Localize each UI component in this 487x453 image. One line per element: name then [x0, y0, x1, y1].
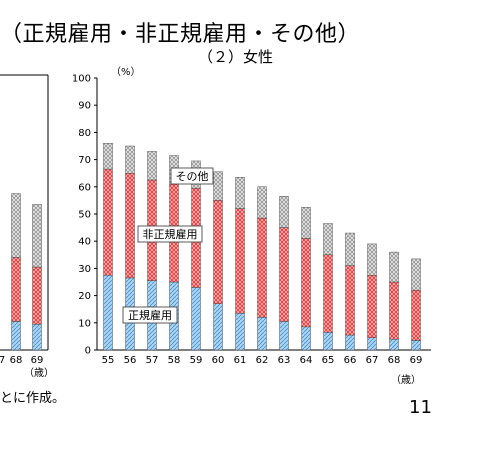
bar-regular-segment	[213, 303, 223, 351]
x-tick-label: 60	[212, 355, 225, 366]
bar-nonregular-segment	[389, 281, 399, 340]
bar-other-segment	[235, 177, 245, 209]
x-tick-label: 67	[366, 355, 379, 366]
page-number: 11	[409, 397, 432, 418]
bar-other-segment	[411, 258, 421, 291]
bar-nonregular-segment	[213, 200, 223, 304]
bar-nonregular-segment	[257, 217, 267, 318]
bar-nonregular-segment	[367, 275, 377, 338]
bar-other-segment	[301, 206, 311, 239]
y-tick-label: 90	[78, 101, 91, 112]
bar-other-segment	[389, 251, 399, 283]
annotation-label: 非正規雇用	[143, 227, 198, 241]
chart-axes: 0 10 20 30 40 50 60 70 80 90 100 55 56 57 58 59 60 61 62 63…	[72, 74, 431, 366]
y-tick-label: 20	[78, 291, 91, 302]
x-tick-label: 56	[124, 355, 137, 366]
bar-regular-segment	[389, 338, 399, 351]
y-tick-label: 30	[78, 264, 91, 275]
y-tick-label: 40	[78, 237, 91, 248]
y-tick-label: 50	[78, 210, 91, 221]
x-tick-label: 55	[102, 355, 115, 366]
y-tick-label: 100	[72, 74, 91, 85]
x-tick-label: 57	[146, 355, 159, 366]
bar-nonregular-segment	[345, 265, 355, 336]
bar-nonregular-segment	[301, 238, 311, 328]
bar-regular-segment	[235, 313, 245, 351]
y-tick-label: 60	[78, 182, 91, 193]
annotation-label: 正規雇用	[128, 308, 172, 322]
x-tick-label: 62	[256, 355, 269, 366]
annotation-box	[170, 167, 214, 185]
bar-other-segment	[367, 243, 377, 276]
chart-subtitle: （２）女性	[198, 48, 274, 66]
left-bar-other-segment	[11, 193, 21, 258]
x-tick-label: 59	[190, 355, 203, 366]
x-tick-label: 66	[344, 355, 357, 366]
bar-other-segment	[323, 223, 333, 256]
y-tick-label: 70	[78, 155, 91, 166]
bar-regular-segment	[367, 337, 377, 351]
bars-layer	[11, 143, 421, 351]
left-bar-other-segment	[32, 204, 42, 268]
bar-nonregular-segment	[279, 227, 289, 322]
y-tick-label: 80	[78, 128, 91, 139]
bar-regular-segment	[103, 275, 113, 351]
y-tick-label: 10	[78, 318, 91, 329]
bar-other-segment	[257, 186, 267, 219]
bar-regular-segment	[323, 332, 333, 351]
bar-regular-segment	[345, 334, 355, 351]
bar-other-segment	[213, 171, 223, 201]
annotation-box	[137, 225, 203, 243]
left-bar-nonregular-segment	[11, 257, 21, 322]
left-bar-regular-segment	[11, 321, 21, 351]
bar-nonregular-segment	[323, 254, 333, 333]
bar-regular-segment	[279, 321, 289, 351]
left-bar-regular-segment	[32, 323, 42, 351]
bar-nonregular-segment	[125, 172, 135, 279]
y-tick-label: 0	[85, 346, 91, 357]
x-tick-label: 58	[168, 355, 181, 366]
bar-nonregular-segment	[235, 208, 245, 314]
bar-other-segment	[345, 232, 355, 266]
left-x-tick: 68	[10, 355, 23, 366]
x-tick-label: 68	[388, 355, 401, 366]
annotation-box	[122, 306, 178, 324]
x-tick-label: 63	[278, 355, 291, 366]
bar-regular-segment	[191, 287, 201, 351]
bar-nonregular-segment	[103, 168, 113, 276]
bar-other-segment	[147, 151, 157, 181]
left-x-tick: 7	[0, 355, 5, 366]
x-tick-label: 65	[322, 355, 335, 366]
x-tick-label: 64	[300, 355, 313, 366]
x-axis-unit: （歳）	[391, 374, 421, 386]
annotation-label: その他	[176, 170, 209, 183]
stacked-bar-chart: 7 68 69 （歳） 0 10 20 30 40 50 60 70 80 90 100 55 56 57…	[0, 66, 431, 386]
bar-regular-segment	[411, 340, 421, 351]
left-chart-fragment: 7 68 69 （歳）	[0, 74, 54, 379]
y-axis-unit: （%）	[111, 66, 141, 78]
left-x-tick: 69	[31, 355, 44, 366]
bar-other-segment	[279, 196, 289, 228]
bar-regular-segment	[257, 317, 267, 351]
bar-nonregular-segment	[411, 289, 421, 341]
x-tick-label: 69	[410, 355, 423, 366]
footnote: とに作成。	[0, 391, 66, 406]
bar-regular-segment	[301, 326, 311, 351]
page-title: （正規雇用・非正規雇用・その他）	[0, 22, 361, 47]
left-x-unit: （歳）	[24, 367, 54, 379]
x-tick-label: 61	[234, 355, 247, 366]
left-bar-nonregular-segment	[32, 266, 42, 325]
bar-other-segment	[125, 145, 135, 174]
bar-other-segment	[103, 143, 113, 170]
